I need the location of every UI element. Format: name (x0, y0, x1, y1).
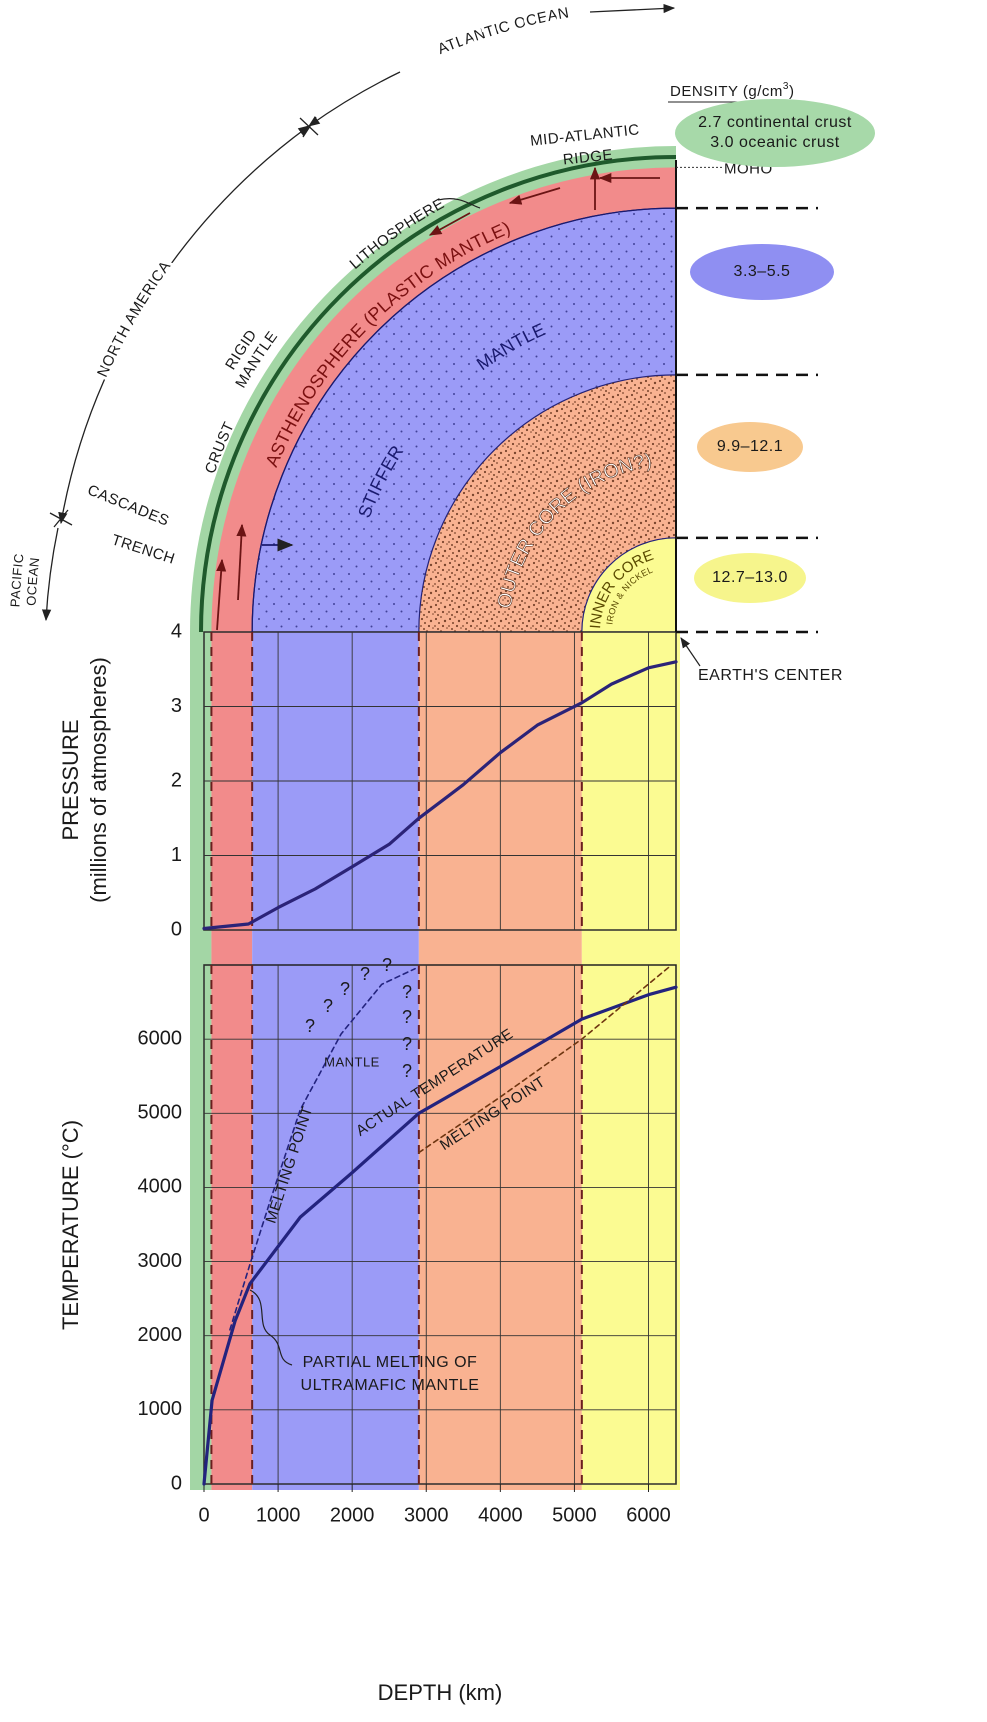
density-value: 12.7–13.0 (712, 569, 788, 586)
atlantic-arrow-head (589, 3, 676, 14)
density-title-part: ) (789, 83, 795, 100)
question-mark: ? (402, 1061, 412, 1081)
ridge-label: MID-ATLANTIC (529, 121, 640, 149)
density-ellipse (675, 99, 875, 167)
density-value: 2.7 continental crust (698, 114, 852, 131)
annotation: ULTRAMAFIC MANTLE (301, 1377, 480, 1394)
density-title: DENSITY (g/cm3) (670, 81, 794, 100)
density-ellipse (690, 244, 834, 300)
density-ellipse (697, 422, 803, 472)
question-mark: ? (402, 1034, 412, 1054)
atlantic-label: ATLANTIC OCEAN (435, 4, 570, 58)
y-tick-label: 0 (171, 1472, 182, 1494)
y-tick-label: 0 (171, 918, 182, 940)
cascades-label: CASCADES (85, 482, 172, 530)
y-axis-title: (millions of atmospheres) (86, 657, 111, 903)
density-value: 3.0 oceanic crust (710, 134, 840, 151)
density-value: 9.9–12.1 (717, 438, 783, 455)
pacific-label: OCEAN (24, 556, 43, 606)
north-america-label-text: NORTH AMERICA (91, 255, 177, 383)
x-tick-label: 6000 (626, 1504, 671, 1526)
y-tick-label: 3000 (138, 1250, 183, 1272)
layer-sector (581, 537, 677, 633)
center-pointer (680, 637, 701, 667)
layer-band (190, 632, 212, 1490)
question-mark: ? (360, 964, 370, 984)
x-axis-title: DEPTH (km) (378, 1680, 503, 1705)
question-mark: ? (323, 996, 333, 1016)
y-tick-label: 3 (171, 695, 182, 717)
series-line (418, 964, 672, 1154)
annotation: PARTIAL MELTING OF (303, 1354, 478, 1371)
y-tick-label: 4 (171, 620, 182, 642)
question-mark: ? (305, 1016, 315, 1036)
arc-tick (299, 116, 319, 138)
mantle-top (251, 207, 677, 633)
question-mark: ? (402, 982, 412, 1002)
grid (203, 631, 677, 1492)
y-axis-title: TEMPERATURE (°C) (58, 1120, 83, 1330)
layer-band (581, 632, 680, 1490)
center-label: EARTH'S CENTER (698, 667, 843, 684)
arc-tick (49, 509, 73, 528)
y-axis-title: PRESSURE (58, 719, 83, 840)
y-tick-label: 5000 (138, 1102, 183, 1124)
y-tick-label: 4000 (138, 1176, 183, 1198)
question-mark: ? (382, 955, 392, 975)
question-mark: ? (340, 979, 350, 999)
convection-arrow (428, 212, 471, 236)
density-title-part: 3 (783, 81, 789, 92)
x-tick-label: 5000 (552, 1504, 597, 1526)
atlantic-label-text: ATLANTIC OCEAN (432, 1, 573, 61)
x-tick-label: 4000 (478, 1504, 523, 1526)
annotation: MANTLE (324, 1054, 380, 1069)
series-line (202, 660, 678, 931)
lithosphere-leader (437, 198, 481, 209)
convection-arrow (216, 558, 227, 631)
pacific-label: PACIFIC (8, 553, 27, 608)
density-ellipse (694, 553, 806, 603)
ridge-label: RIDGE (562, 146, 614, 168)
pacific-label-text: PACIFIC (8, 553, 27, 608)
convection-arrow (508, 187, 561, 205)
partial-melting-leader (249, 1289, 293, 1366)
convection-arrow (236, 523, 247, 601)
x-tick-label: 1000 (256, 1504, 301, 1526)
trench-label: TRENCH (110, 531, 178, 567)
question-mark: ? (402, 1007, 412, 1027)
layer-band (252, 632, 419, 1490)
y-tick-label: 1000 (138, 1398, 183, 1420)
y-tick-label: 2000 (138, 1324, 183, 1346)
layer-band (211, 632, 253, 1490)
pacific-arrow (41, 527, 59, 622)
density-value: 3.3–5.5 (734, 263, 791, 280)
north-america-label: NORTH AMERICA (94, 258, 174, 380)
x-tick-label: 3000 (404, 1504, 449, 1526)
series-line (202, 985, 678, 1486)
series-line (229, 967, 416, 1331)
layers (190, 146, 680, 1490)
pacific-label-text: OCEAN (24, 556, 42, 606)
north-america-arrow (58, 125, 310, 525)
density-title-part: DENSITY (g/cm (670, 83, 783, 100)
y-tick-label: 1 (171, 844, 182, 866)
y-tick-label: 2 (171, 769, 182, 791)
x-tick-label: 0 (198, 1504, 209, 1526)
y-tick-label: 6000 (138, 1027, 183, 1049)
atlantic-arrow (308, 71, 401, 127)
x-tick-label: 2000 (330, 1504, 375, 1526)
